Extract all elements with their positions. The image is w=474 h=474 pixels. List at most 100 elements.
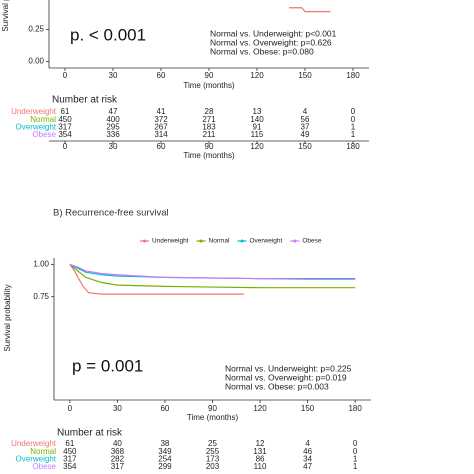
x-tick-label: 180 [348, 404, 362, 413]
panel-title: B) Recurrence-free survival [53, 208, 169, 219]
risk-count: 255 [206, 447, 220, 456]
risk-count: 183 [202, 123, 216, 132]
risk-tick-label: 30 [109, 142, 118, 151]
risk-tick-label: 120 [250, 142, 264, 151]
x-tick-label: 150 [298, 71, 312, 80]
comparison: Normal vs. Obese: p=0.080 [210, 46, 314, 56]
risk-count: 267 [154, 123, 168, 132]
x-tick-label: 120 [250, 71, 264, 80]
risk-count: 0 [351, 107, 356, 116]
x-tick-label: 0 [63, 71, 68, 80]
risk-row-label: Normal [30, 447, 56, 456]
risk-count: 295 [106, 123, 120, 132]
risk-count: 317 [63, 455, 77, 464]
legend-dot [199, 239, 203, 243]
y-tick-label: 0.75 [33, 292, 49, 301]
risk-count: 56 [301, 115, 310, 124]
x-tick-label: 150 [301, 404, 315, 413]
risk-tick-label: 60 [157, 142, 166, 151]
survival-curve [69, 264, 245, 295]
risk-count: 372 [154, 115, 168, 124]
risk-count: 47 [303, 462, 312, 471]
legend-label: Overweight [249, 238, 282, 245]
x-tick-label: 0 [68, 404, 73, 413]
x-tick-label: 60 [160, 404, 169, 413]
risk-count: 368 [111, 447, 125, 456]
x-tick-label: 30 [109, 71, 118, 80]
x-tick-label: 90 [205, 71, 214, 80]
risk-row-label: Overweight [16, 123, 57, 132]
y-axis-label: Survival probability [3, 284, 12, 351]
risk-tick-label: 0 [63, 142, 68, 151]
legend-label: Obese [302, 238, 322, 245]
risk-count: 1 [351, 123, 356, 132]
risk-count: 254 [158, 455, 172, 464]
risk-count: 131 [253, 447, 267, 456]
x-tick-label: 60 [157, 71, 166, 80]
risk-count: 12 [256, 439, 265, 448]
risk-count: 400 [106, 115, 120, 124]
risk-count: 38 [160, 439, 169, 448]
risk-tick-label: 180 [346, 142, 360, 151]
risk-count: 271 [202, 115, 216, 124]
legend-label: Normal [209, 238, 231, 245]
risk-count: 49 [301, 130, 310, 139]
risk-count: 349 [158, 447, 172, 456]
risk-count: 354 [63, 462, 77, 471]
risk-count: 0 [353, 447, 358, 456]
risk-count: 354 [58, 130, 72, 139]
legend-dot [143, 239, 146, 243]
risk-count: 46 [303, 447, 312, 456]
risk-count: 140 [250, 115, 264, 124]
risk-count: 336 [106, 130, 120, 139]
risk-count: 0 [353, 439, 358, 448]
risk-count: 37 [301, 123, 310, 132]
survival-curve [69, 263, 356, 280]
comparison: Normal vs. Underweight: p=0.225 [225, 363, 352, 373]
risk-count: 4 [305, 439, 310, 448]
risk-count: 61 [61, 107, 70, 116]
risk-count: 450 [58, 115, 72, 124]
p-value: p. < 0.001 [70, 25, 146, 44]
risk-count: 0 [351, 115, 356, 124]
risk-row-label: Obese [32, 462, 56, 471]
risk-count: 40 [113, 439, 122, 448]
risk-tick-label: 90 [205, 142, 214, 151]
comparison: Normal vs. Overweight: p=0.019 [225, 372, 347, 382]
risk-count: 25 [208, 439, 217, 448]
risk-count: 1 [351, 130, 356, 139]
risk-row-label: Normal [30, 115, 56, 124]
x-axis-label: Time (months) [187, 413, 239, 422]
risk-count: 1 [353, 462, 358, 471]
comparison: Normal vs. Overweight: p=0.626 [210, 37, 332, 47]
risk-x-label: Time (months) [183, 151, 235, 160]
y-tick-label: 1.00 [33, 260, 49, 269]
x-tick-label: 90 [208, 404, 217, 413]
x-tick-label: 180 [346, 71, 360, 80]
risk-count: 4 [303, 107, 308, 116]
risk-count: 41 [157, 107, 166, 116]
risk-count: 47 [109, 107, 118, 116]
risk-count: 450 [63, 447, 77, 456]
x-tick-label: 30 [113, 404, 122, 413]
risk-row-label: Overweight [16, 455, 57, 464]
comparison: Normal vs. Obese: p=0.003 [225, 381, 329, 391]
risk-count: 173 [206, 455, 220, 464]
x-tick-label: 120 [253, 404, 267, 413]
y-axis-label: Survival probability [1, 0, 10, 32]
risk-count: 28 [205, 107, 214, 116]
risk-count: 317 [58, 123, 72, 132]
p-value: p = 0.001 [72, 356, 143, 375]
risk-count: 115 [251, 130, 264, 139]
legend-dot [240, 239, 244, 243]
x-axis-label: Time (months) [183, 81, 235, 90]
risk-count: 314 [154, 130, 168, 139]
risk-row-label: Obese [32, 130, 56, 139]
comparison: Normal vs. Underweight: p<0.001 [210, 28, 337, 38]
risk-count: 13 [253, 107, 262, 116]
risk-count: 282 [111, 455, 125, 464]
risk-count: 61 [65, 439, 74, 448]
survival-curve [289, 7, 331, 13]
risk-row-label: Underweight [11, 107, 57, 116]
